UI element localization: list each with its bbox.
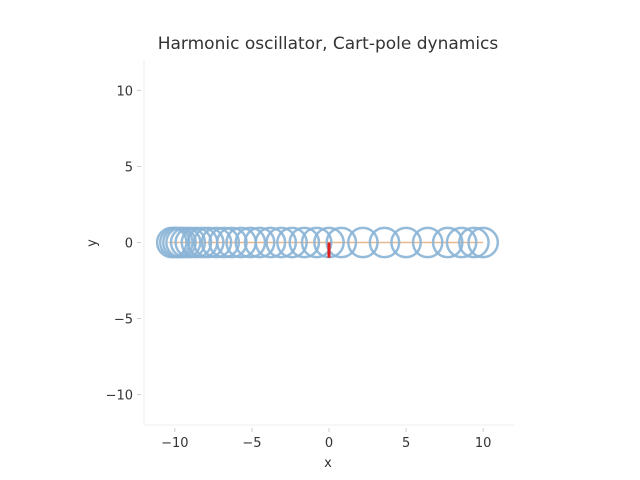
cart-circle (390, 226, 422, 259)
cart-circle (254, 226, 287, 259)
cart-circle (347, 226, 379, 259)
y-tick-label: 0 (125, 237, 133, 252)
cart-circle (288, 226, 321, 259)
circles-layer (155, 226, 500, 259)
x-tick-label: −5 (242, 436, 261, 451)
cart-circle (467, 226, 500, 259)
y-tick-label: −10 (106, 389, 133, 404)
cart-circle (458, 226, 490, 259)
axes-frame (143, 60, 514, 426)
cart-circle (243, 226, 276, 259)
cart-circle (215, 226, 248, 259)
y-tick-label: 5 (125, 160, 133, 175)
cart-circle (325, 226, 358, 259)
y-tick-label: 10 (116, 84, 133, 99)
x-tick-label: 0 (325, 436, 333, 451)
x-tick-label: 10 (475, 436, 492, 451)
x-tick-label: −10 (161, 436, 188, 451)
cart-circle (368, 226, 401, 259)
cart-circle (200, 226, 233, 259)
chart-title: Harmonic oscillator, Cart-pole dynamics (158, 34, 499, 54)
y-tick-label: −5 (114, 313, 133, 328)
x-tick-label: 5 (402, 436, 410, 451)
cart-circle (300, 226, 333, 259)
y-axis-label: y (85, 239, 100, 247)
cart-circle (411, 226, 444, 259)
cart-circle (192, 226, 225, 259)
cart-circle (431, 226, 464, 259)
cart-circle (276, 226, 308, 259)
ticks-layer: −10 −5 0 5 10 −10 −5 0 5 10 (106, 84, 492, 451)
x-axis-label: x (324, 456, 332, 471)
cart-circle (445, 226, 478, 259)
cart-circle (265, 226, 298, 259)
cart-circle (234, 226, 267, 259)
cart-circle (208, 226, 241, 259)
